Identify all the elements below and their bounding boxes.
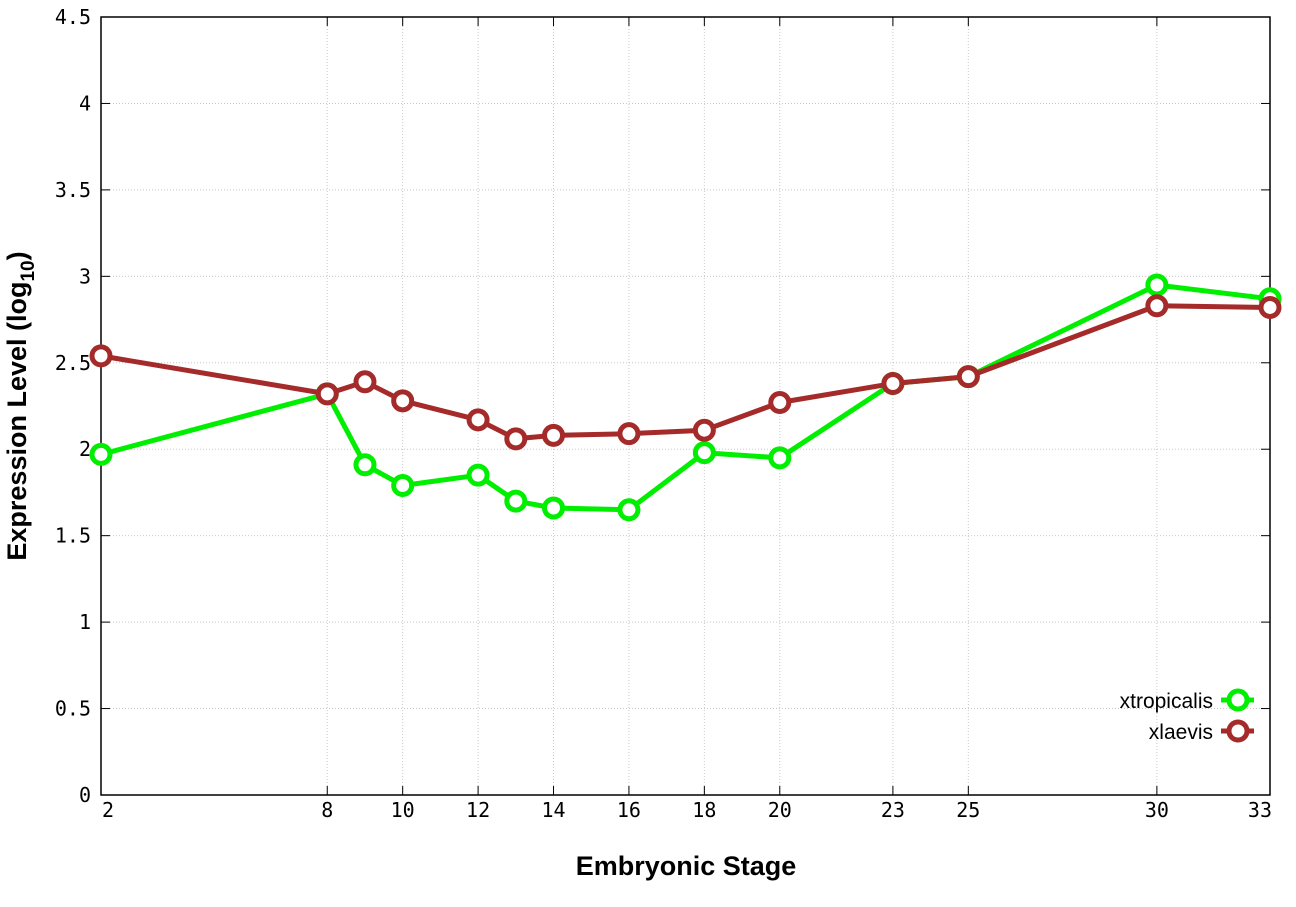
- x-tick-label: 8: [321, 798, 333, 822]
- legend: xtropicalis xlaevis: [1120, 688, 1254, 744]
- data-point-xlaevis: [542, 423, 566, 447]
- legend-label-xlaevis: xlaevis: [1149, 721, 1213, 744]
- x-tick-label: 14: [541, 798, 565, 822]
- x-tick-label: 2: [102, 798, 114, 822]
- y-axis-title-main: Expression Level (log: [2, 282, 32, 561]
- data-point-xlaevis: [881, 372, 905, 396]
- data-point-xlaevis: [692, 418, 716, 442]
- plot-frame: [100, 16, 1271, 796]
- data-point-xlaevis: [504, 427, 528, 451]
- y-axis-title-close: ): [2, 251, 32, 260]
- legend-label-xtropicalis: xtropicalis: [1120, 690, 1213, 713]
- series-line-xlaevis: [100, 303, 1271, 442]
- y-axis-title-subscript: 10: [18, 260, 39, 281]
- y-tick-label: 3: [79, 264, 91, 288]
- y-tick-label: 4: [79, 91, 91, 115]
- data-point-xlaevis: [89, 344, 113, 368]
- data-point-xlaevis: [768, 391, 792, 415]
- x-tick-label: 30: [1145, 798, 1169, 822]
- grid-layer: [101, 17, 1270, 795]
- y-tick-label: 0.5: [55, 697, 91, 721]
- x-axis-title: Embryonic Stage: [576, 851, 797, 881]
- y-tick-label: 4.5: [55, 5, 91, 29]
- data-point-xlaevis: [1258, 295, 1282, 319]
- data-point-xlaevis: [353, 370, 377, 394]
- data-point-xlaevis: [1145, 294, 1169, 318]
- data-point-xtropicalis: [391, 474, 415, 498]
- y-tick-label: 2: [79, 437, 91, 461]
- data-point-xtropicalis: [504, 489, 528, 513]
- x-tick-label: 16: [617, 798, 641, 822]
- y-tick-label: 1: [79, 610, 91, 634]
- y-axis-title: Expression Level (log10): [2, 251, 39, 560]
- data-point-xtropicalis: [542, 496, 566, 520]
- data-point-xlaevis: [466, 408, 490, 432]
- y-tick-label: 0: [79, 783, 91, 807]
- data-point-xtropicalis: [1145, 273, 1169, 297]
- y-tick-label: 1.5: [55, 524, 91, 548]
- data-point-xlaevis: [617, 422, 641, 446]
- data-point-xtropicalis: [89, 442, 113, 466]
- data-point-xtropicalis: [768, 446, 792, 470]
- series-layer: [89, 273, 1282, 522]
- svg-text:Expression Level (log10): Expression Level (log10): [2, 251, 39, 560]
- data-point-xlaevis: [315, 382, 339, 406]
- y-tick-label: 3.5: [55, 178, 91, 202]
- x-tick-label: 18: [692, 798, 716, 822]
- data-point-xtropicalis: [353, 453, 377, 477]
- x-tick-label: 10: [391, 798, 415, 822]
- data-point-xlaevis: [956, 365, 980, 389]
- x-tick-label: 20: [768, 798, 792, 822]
- x-tick-label: 12: [466, 798, 490, 822]
- series-line-xtropicalis: [100, 282, 1271, 513]
- data-point-xtropicalis: [617, 498, 641, 522]
- data-point-xlaevis: [391, 389, 415, 413]
- data-point-xtropicalis: [692, 441, 716, 465]
- data-point-xtropicalis: [466, 463, 490, 487]
- tick-layer: 0 0.5 1 1.5 2 2.5 3 3.5 4 4.5 2 8 10 12 14 16 18 20 23 25 30…: [55, 5, 1272, 822]
- x-tick-label: 25: [956, 798, 980, 822]
- legend-marker-xlaevis: [1226, 719, 1250, 743]
- x-tick-label: 33: [1248, 798, 1272, 822]
- y-tick-label: 2.5: [55, 351, 91, 375]
- x-tick-label: 23: [881, 798, 905, 822]
- legend-marker-xtropicalis: [1226, 688, 1250, 712]
